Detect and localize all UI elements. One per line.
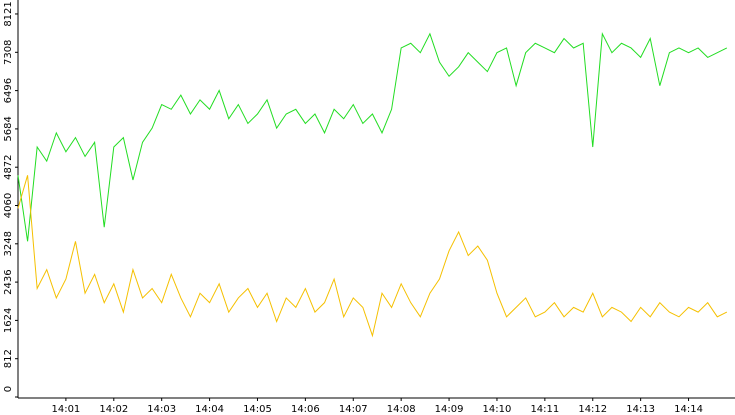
y-tick-label: 1624 xyxy=(3,308,14,333)
x-tick-label: 14:06 xyxy=(291,404,320,415)
x-tick-label: 14:05 xyxy=(243,404,272,415)
x-tick-label: 14:10 xyxy=(483,404,512,415)
x-tick-label: 14:09 xyxy=(435,404,464,415)
x-tick-label: 14:02 xyxy=(99,404,128,415)
x-tick-label: 14:01 xyxy=(51,404,80,415)
y-tick-label: 4060 xyxy=(3,193,14,218)
y-tick-label: 4872 xyxy=(3,154,14,179)
y-tick-label: 5684 xyxy=(3,116,14,141)
x-tick-label: 14:13 xyxy=(626,404,655,415)
y-tick-label: 6496 xyxy=(3,78,14,103)
x-tick-label: 14:04 xyxy=(195,404,224,415)
y-tick-label: 812 xyxy=(3,349,14,368)
y-tick-label: 7308 xyxy=(3,40,14,65)
x-tick-label: 14:14 xyxy=(674,404,703,415)
x-tick-label: 14:11 xyxy=(530,404,559,415)
series-line xyxy=(17,32,728,242)
y-tick-label: 0 xyxy=(3,386,14,392)
x-tick-label: 14:08 xyxy=(387,404,416,415)
x-tick-label: 14:12 xyxy=(578,404,607,415)
series-line xyxy=(17,175,728,338)
y-tick-label: 2436 xyxy=(3,269,14,294)
y-tick-label: 8121 xyxy=(3,1,14,26)
x-tick-label: 14:03 xyxy=(147,404,176,415)
x-tick-label: 14:07 xyxy=(339,404,368,415)
y-tick-label: 3248 xyxy=(3,231,14,256)
